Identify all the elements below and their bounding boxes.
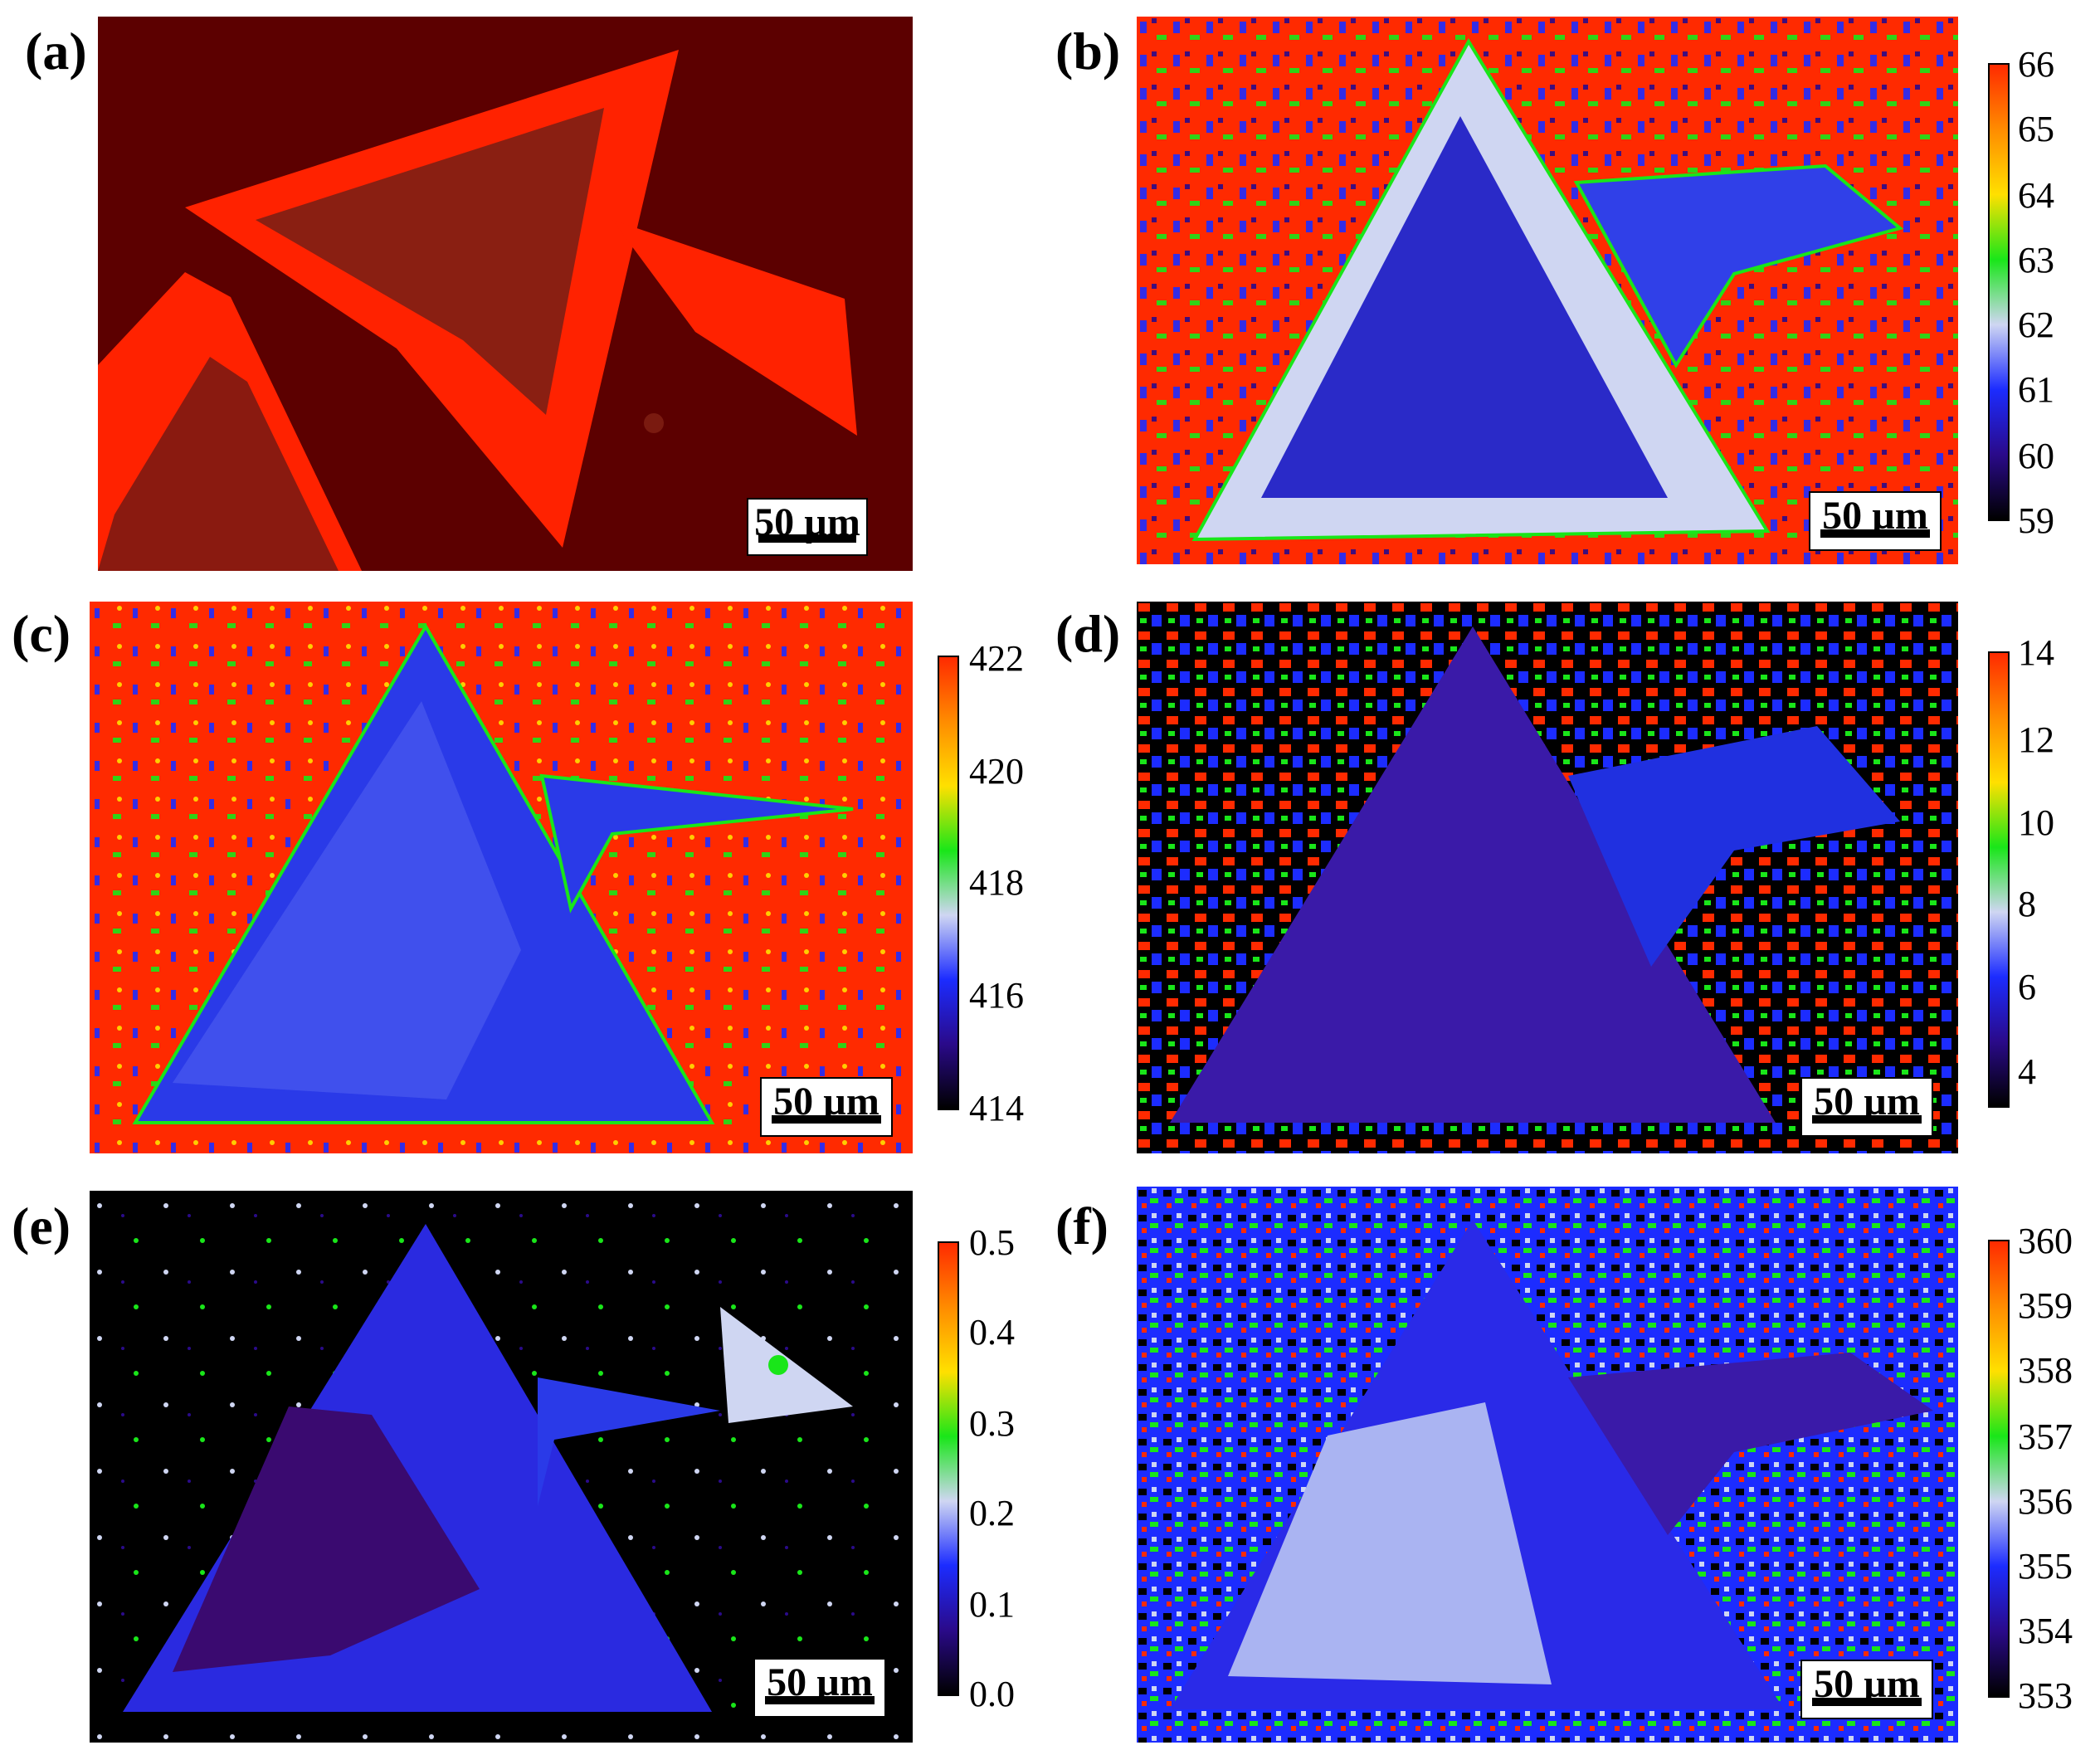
colorbar-tick: 360 [2018,1221,2073,1261]
scale-bar-label: 50 µm [767,1660,873,1704]
panel-label-f: (f) [1055,1197,1108,1255]
colorbar-tick: 64 [2018,175,2054,216]
colorbar-tick: 422 [969,638,1024,679]
scale-bar-line [1820,529,1930,538]
scale-bar-line [1812,1115,1922,1124]
panel-label-c: (c) [12,604,71,663]
scale-bar-label: 50 µm [1822,494,1928,538]
colorbar-tick: 358 [2018,1350,2073,1391]
scale-bar-line [772,1115,881,1124]
colorbar-tick: 61 [2018,369,2054,410]
colorbar-tick: 0.1 [969,1584,1015,1625]
colorbar-tick: 416 [969,975,1024,1016]
colorbar-tick: 357 [2018,1416,2073,1457]
scale-bar-label: 50 µm [773,1080,879,1124]
colorbar-d [1988,651,2010,1108]
panel-label-e: (e) [12,1197,71,1255]
colorbar-tick: 60 [2018,436,2054,476]
colorbar-tick: 0.3 [969,1403,1015,1444]
colorbar-tick: 354 [2018,1611,2073,1651]
colorbar-tick: 65 [2018,109,2054,149]
colorbar-tick: 66 [2018,44,2054,85]
map-f [1137,1187,1958,1743]
colorbar-tick: 0.2 [969,1493,1015,1533]
colorbar-tick: 356 [2018,1481,2073,1522]
colorbar-tick: 59 [2018,500,2054,541]
panel-label-a: (a) [25,22,87,80]
colorbar-tick: 12 [2018,719,2054,760]
colorbar-tick: 418 [969,862,1024,903]
optical-image-a [98,17,913,571]
scale-bar-e: 50 µm [753,1658,886,1718]
scale-bar-c: 50 µm [760,1077,893,1137]
colorbar-b [1988,63,2010,521]
colorbar-f [1988,1240,2010,1698]
colorbar-tick: 63 [2018,240,2054,280]
colorbar-tick: 14 [2018,632,2054,673]
colorbar-tick: 359 [2018,1285,2073,1326]
colorbar-e [938,1241,959,1696]
scale-bar-label: 50 µm [1814,1080,1920,1124]
colorbar-tick: 0.4 [969,1312,1015,1353]
panel-label-d: (d) [1055,604,1121,663]
colorbar-tick: 62 [2018,305,2054,345]
colorbar-tick: 353 [2018,1675,2073,1716]
colorbar-tick: 4 [2018,1051,2036,1092]
scale-bar-b: 50 µm [1809,491,1942,551]
scale-bar-line [765,1696,875,1704]
colorbar-c [938,656,959,1110]
scale-bar-line [1812,1698,1922,1706]
colorbar-tick: 10 [2018,802,2054,843]
scale-bar-f: 50 µm [1800,1660,1933,1719]
map-b [1137,17,1958,564]
colorbar-tick: 420 [969,751,1024,792]
map-e [90,1191,913,1743]
colorbar-tick: 414 [969,1088,1024,1129]
colorbar-tick: 8 [2018,884,2036,924]
map-d [1137,602,1958,1153]
scale-bar-a: 50 µm [747,498,868,556]
map-c [90,602,913,1153]
scale-bar-d: 50 µm [1800,1077,1933,1137]
colorbar-tick: 0.0 [969,1674,1015,1714]
scale-bar-label: 50 µm [1814,1662,1920,1706]
scale-bar-line [758,534,856,543]
colorbar-tick: 355 [2018,1546,2073,1587]
colorbar-tick: 0.5 [969,1222,1015,1263]
panel-label-b: (b) [1055,22,1121,80]
colorbar-tick: 6 [2018,967,2036,1007]
